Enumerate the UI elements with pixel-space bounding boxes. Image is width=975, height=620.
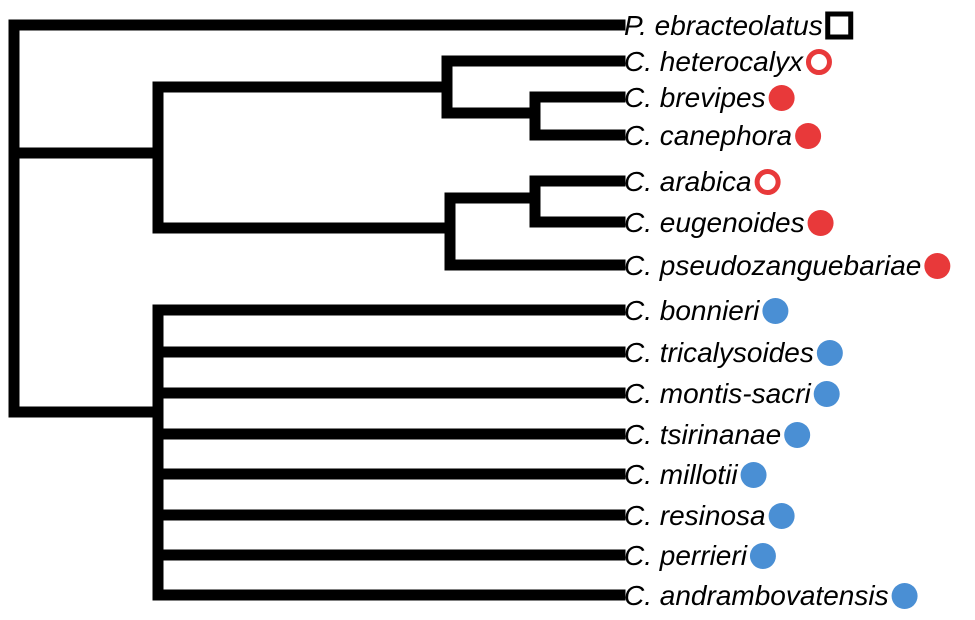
filled-circle-marker-tricalysoides (816, 340, 843, 366)
open-circle-marker-arabica (754, 169, 781, 195)
taxon-label-pseudozanguebariae: C. pseudozanguebariae (624, 250, 921, 281)
open-circle-marker-heterocalyx (805, 49, 832, 75)
root-branch (8, 19, 626, 418)
filled-circle-marker-brevipes (768, 85, 795, 111)
filled-circle-marker-bonnieri (762, 298, 789, 324)
taxon-label-eugenoides: C. eugenoides (624, 207, 805, 238)
taxon-label-millotii: C. millotii (624, 459, 738, 490)
tree-branches (8, 19, 626, 601)
taxon-label-bonnieri: C. bonnieri (624, 295, 760, 326)
filled-circle-marker-resinosa (768, 503, 795, 529)
taxon-labels: P. ebracteolatus C. heterocalyx C. brevipe… (624, 10, 921, 611)
filled-circle-marker-perrieri (749, 543, 776, 569)
open-square-marker-ebracteolatus (825, 11, 854, 40)
filled-circle-marker-canephora (795, 123, 822, 149)
taxon-label-canephora: C. canephora (624, 120, 792, 151)
taxon-label-montis-sacri: C. montis-sacri (624, 378, 811, 409)
taxon-label-ebracteolatus: P. ebracteolatus (624, 10, 823, 41)
filled-circle-marker-pseudozanguebariae (924, 253, 951, 279)
taxon-label-resinosa: C. resinosa (624, 500, 766, 531)
filled-circle-marker-tsirinanae (784, 422, 811, 448)
taxon-label-brevipes: C. brevipes (624, 82, 766, 113)
taxon-label-tricalysoides: C. tricalysoides (624, 337, 814, 368)
taxon-label-andrambovatensis: C. andrambovatensis (624, 580, 889, 611)
filled-circle-marker-eugenoides (807, 210, 834, 236)
taxon-label-heterocalyx: C. heterocalyx (624, 46, 804, 77)
taxon-label-tsirinanae: C. tsirinanae (624, 419, 781, 450)
filled-circle-marker-millotii (740, 462, 767, 488)
filled-circle-marker-andrambovatensis (891, 583, 918, 609)
taxon-label-perrieri: C. perrieri (624, 540, 748, 571)
filled-circle-marker-montis-sacri (813, 381, 840, 407)
taxon-markers (740, 11, 951, 609)
taxon-label-arabica: C. arabica (624, 166, 752, 197)
